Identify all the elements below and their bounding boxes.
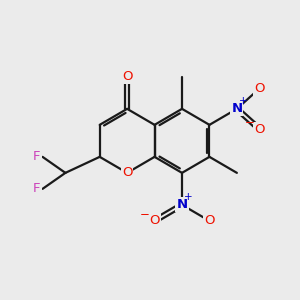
Text: N: N — [231, 102, 242, 115]
Text: +: + — [239, 96, 248, 106]
Text: O: O — [149, 214, 160, 227]
Text: F: F — [33, 150, 40, 164]
Text: +: + — [184, 192, 193, 202]
Text: O: O — [122, 167, 132, 179]
Text: −: − — [244, 116, 254, 129]
Text: −: − — [139, 208, 149, 220]
Text: O: O — [204, 214, 215, 227]
Text: N: N — [176, 198, 188, 212]
Text: O: O — [254, 82, 265, 95]
Text: O: O — [122, 70, 132, 83]
Text: O: O — [254, 123, 265, 136]
Text: F: F — [33, 182, 40, 195]
